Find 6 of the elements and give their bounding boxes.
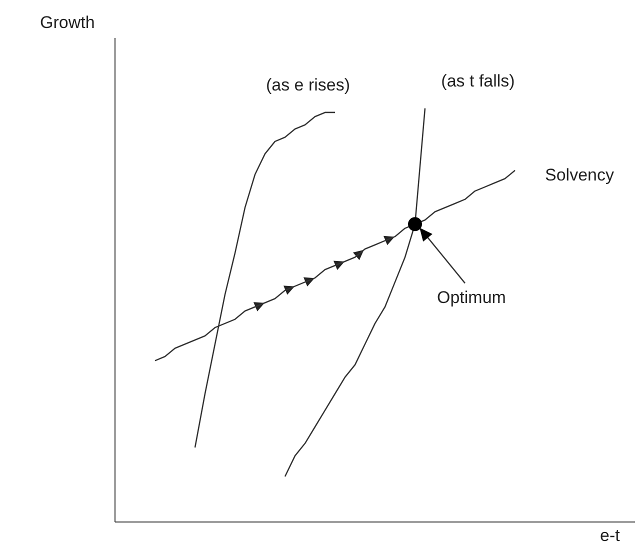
x-axis-title: e-t [600,526,620,545]
y-axis-title: Growth [40,13,95,32]
series-label: (as t falls) [441,71,515,90]
annotation: Optimum [437,288,506,308]
series-label: Solvency [545,165,614,184]
series-label: (as e rises) [266,75,350,94]
